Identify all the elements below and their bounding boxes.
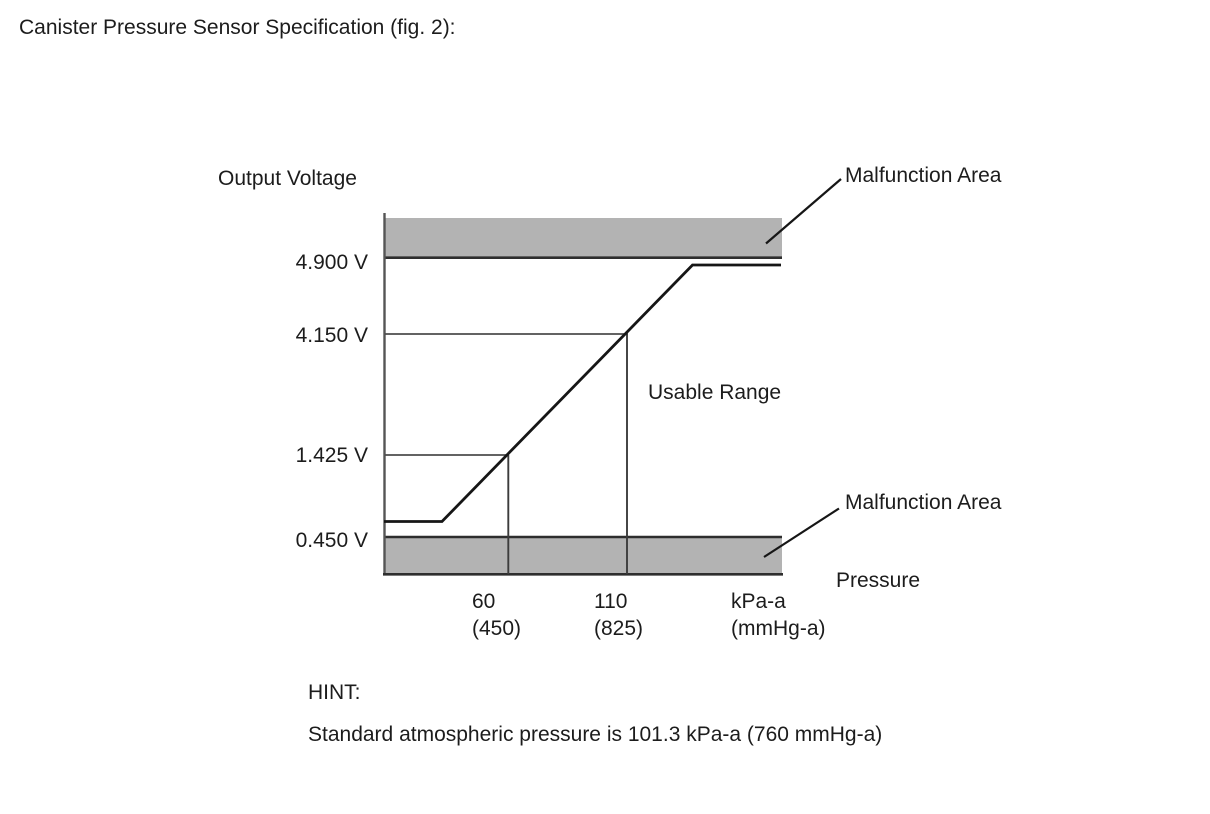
malfunction-band-top bbox=[385, 218, 782, 257]
leader-line-malfunction-bottom bbox=[763, 507, 840, 558]
leader-line-malfunction-top bbox=[765, 178, 842, 245]
x-tick-label-110: 110 (825) bbox=[594, 588, 643, 642]
y-tick-label-4150: 4.150 V bbox=[295, 324, 368, 347]
malfunction-area-label-top: Malfunction Area bbox=[845, 164, 1002, 187]
malfunction-area-label-bottom: Malfunction Area bbox=[845, 491, 1002, 514]
y-axis-title: Output Voltage bbox=[218, 167, 357, 190]
y-tick-label-0450: 0.450 V bbox=[295, 529, 368, 552]
figure-title: Canister Pressure Sensor Specification (… bbox=[19, 16, 456, 39]
x-axis-title: Pressure bbox=[836, 569, 921, 592]
y-tick-label-1425: 1.425 V bbox=[295, 444, 368, 467]
hint-text: Standard atmospheric pressure is 101.3 k… bbox=[308, 723, 883, 746]
y-tick-label-4900: 4.900 V bbox=[295, 251, 368, 274]
x-tick-60-mmhg: (450) bbox=[472, 617, 522, 640]
malfunction-band-bottom bbox=[385, 538, 782, 574]
x-tick-110-mmhg: (825) bbox=[594, 617, 644, 640]
x-tick-label-60: 60 (450) bbox=[472, 588, 521, 642]
x-tick-110-kpa: 110 bbox=[594, 590, 628, 613]
sensor-output-curve bbox=[384, 263, 781, 523]
x-tick-60-kpa: 60 bbox=[472, 590, 496, 613]
x-axis-units: kPa-a (mmHg-a) bbox=[731, 588, 826, 642]
hint-label: HINT: bbox=[308, 681, 361, 704]
x-unit-mmhg: (mmHg-a) bbox=[731, 617, 826, 640]
x-unit-kpa: kPa-a bbox=[731, 590, 786, 613]
usable-range-label: Usable Range bbox=[648, 381, 782, 404]
